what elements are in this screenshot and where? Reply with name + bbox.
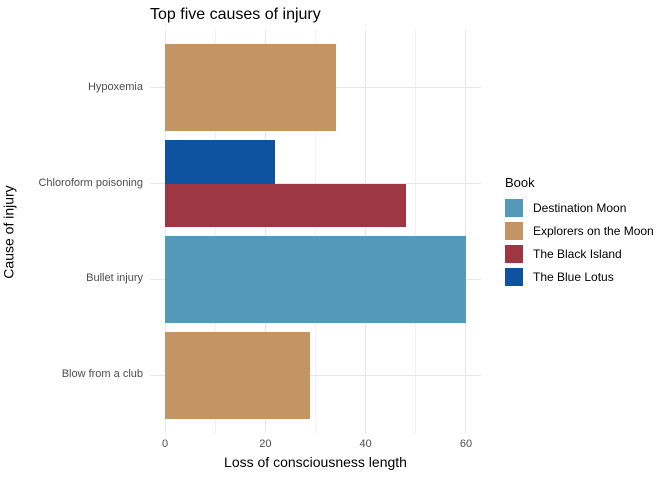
y-tick-label-chloroform-poisoning: Chloroform poisoning bbox=[38, 176, 143, 189]
y-tick-label-bullet-injury: Bullet injury bbox=[86, 272, 143, 285]
gridline-minor-x-30 bbox=[315, 30, 316, 433]
gridline-minor-x-50 bbox=[415, 30, 417, 433]
chart-title: Top five causes of injury bbox=[150, 6, 321, 23]
gridline-major-x-40 bbox=[365, 30, 367, 433]
legend-item-the-black-island: The Black Island bbox=[505, 245, 670, 263]
legend-item-destination-moon: Destination Moon bbox=[505, 199, 670, 217]
legend-item-the-blue-lotus: The Blue Lotus bbox=[505, 268, 670, 286]
x-axis-title: Loss of consciousness length bbox=[224, 454, 407, 470]
x-tick-label-40: 40 bbox=[359, 438, 372, 450]
gridline-major-x-60 bbox=[465, 30, 467, 433]
legend-item-label: Destination Moon bbox=[533, 201, 627, 215]
plot-panel bbox=[150, 30, 481, 433]
x-tick-label-60: 60 bbox=[459, 438, 473, 450]
bar-chloroform-poisoning-the-black-island bbox=[165, 183, 406, 227]
gridline-major-x-20 bbox=[264, 30, 266, 433]
bar-bullet-injury-destination-moon bbox=[165, 236, 466, 323]
x-tick-label-20: 20 bbox=[259, 438, 272, 450]
y-tick-label-blow-from-a-club: Blow from a club bbox=[61, 368, 143, 381]
legend: Book Destination Moon Explorers on the Mo… bbox=[505, 175, 670, 291]
gridline-major-x-0 bbox=[164, 30, 166, 433]
bar-blow-from-a-club-explorers-on-the-moon bbox=[165, 332, 311, 419]
legend-key-swatch-the-black-island bbox=[505, 245, 523, 263]
legend-item-label: The Black Island bbox=[533, 247, 622, 261]
x-tick-label-0: 0 bbox=[161, 438, 169, 450]
legend-item-explorers-on-the-moon: Explorers on the Moon bbox=[505, 222, 670, 240]
bar-hypoxemia-explorers-on-the-moon bbox=[165, 44, 336, 131]
legend-key-swatch-explorers-on-the-moon bbox=[505, 222, 523, 240]
y-axis-title-text: Cause of injury bbox=[1, 184, 18, 279]
legend-key-swatch-the-blue-lotus bbox=[505, 268, 523, 286]
legend-items: Destination Moon Explorers on the Moon The… bbox=[505, 199, 670, 286]
bar-chloroform-poisoning-the-blue-lotus bbox=[165, 140, 276, 184]
gridline-minor-x-10 bbox=[214, 30, 216, 433]
legend-item-label: Explorers on the Moon bbox=[533, 224, 654, 238]
legend-title: Book bbox=[505, 175, 535, 190]
legend-item-label: The Blue Lotus bbox=[533, 270, 614, 284]
y-tick-label-hypoxemia: Hypoxemia bbox=[87, 80, 143, 93]
gridline-major-y-blow-from-a-club bbox=[150, 374, 481, 376]
legend-key-swatch-destination-moon bbox=[505, 199, 523, 217]
